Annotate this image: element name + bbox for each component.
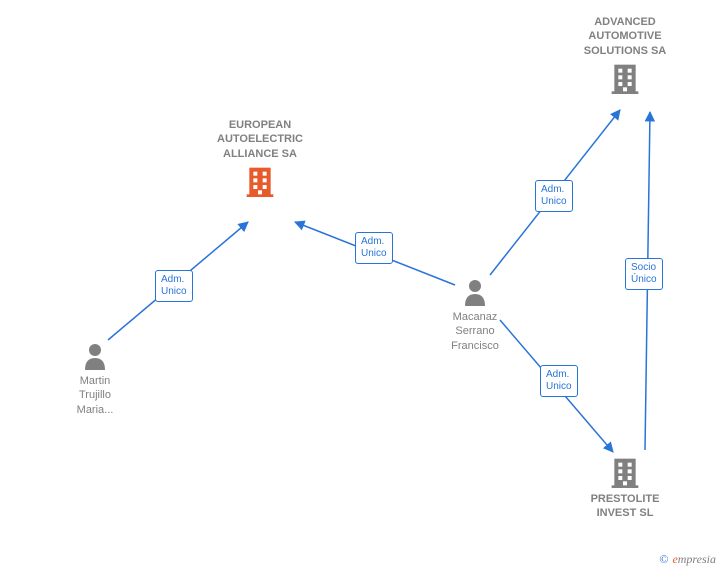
- node-label-advanced: ADVANCED AUTOMOTIVE SOLUTIONS SA: [570, 15, 680, 58]
- building-icon: [609, 456, 641, 488]
- node-advanced[interactable]: ADVANCED AUTOMOTIVE SOLUTIONS SA: [570, 15, 680, 98]
- edge-label-macanaz-prestolite: Adm. Unico: [540, 365, 578, 397]
- person-icon: [463, 278, 487, 306]
- building-icon: [244, 165, 276, 197]
- node-label-macanaz: Macanaz Serrano Francisco: [435, 310, 515, 353]
- person-icon: [83, 342, 107, 370]
- edge-label-macanaz-advanced: Adm. Unico: [535, 180, 573, 212]
- node-european[interactable]: EUROPEAN AUTOELECTRIC ALLIANCE SA: [205, 118, 315, 201]
- node-label-prestolite: PRESTOLITE INVEST SL: [575, 492, 675, 521]
- edge-label-prestolite-advanced: Socio Único: [625, 258, 663, 290]
- edge-label-macanaz-european: Adm. Unico: [355, 232, 393, 264]
- node-label-european: EUROPEAN AUTOELECTRIC ALLIANCE SA: [205, 118, 315, 161]
- node-martin[interactable]: Martin Trujillo Maria...: [60, 342, 130, 417]
- building-icon: [609, 62, 641, 94]
- node-prestolite[interactable]: PRESTOLITE INVEST SL: [575, 452, 675, 521]
- edge-label-martin-european: Adm. Unico: [155, 270, 193, 302]
- node-label-martin: Martin Trujillo Maria...: [60, 374, 130, 417]
- watermark-text: empresia: [672, 552, 716, 566]
- copyright-symbol: ©: [659, 552, 668, 566]
- watermark: © empresia: [659, 552, 716, 567]
- node-macanaz[interactable]: Macanaz Serrano Francisco: [435, 278, 515, 353]
